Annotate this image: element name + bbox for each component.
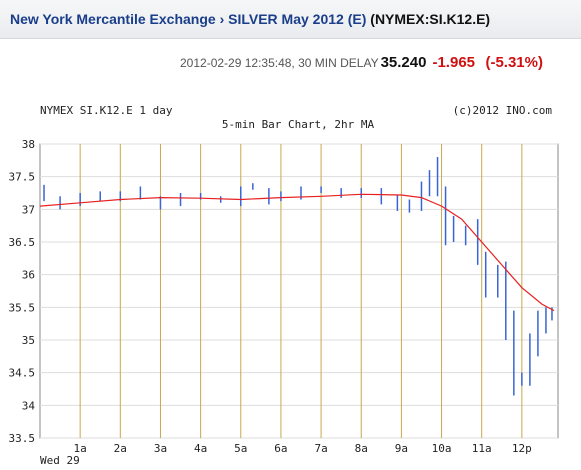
quote-timestamp: 2012-02-29 12:35:48, 30 MIN DELAY xyxy=(180,56,379,70)
y-tick-label: 37.5 xyxy=(9,171,36,184)
last-price: 35.240 xyxy=(380,54,427,71)
y-tick-label: 33.5 xyxy=(9,432,36,445)
y-tick-label: 38 xyxy=(22,138,35,151)
chart-title: 5-min Bar Chart, 2hr MA xyxy=(222,118,375,131)
chart-header-left: NYMEX SI.K12.E 1 day xyxy=(40,104,173,117)
y-tick-label: 35.5 xyxy=(9,301,36,314)
y-tick-label: 36.5 xyxy=(9,236,36,249)
moving-average-line xyxy=(39,193,555,312)
x-tick-label: 1a xyxy=(74,442,87,455)
breadcrumb: New York Mercantile Exchange › SILVER Ma… xyxy=(10,11,490,27)
x-tick-label: 2a xyxy=(114,442,127,455)
header-bar: New York Mercantile Exchange › SILVER Ma… xyxy=(0,0,581,39)
y-tick-label: 34.5 xyxy=(9,367,36,380)
contract-symbol: (NYMEX:SI.K12.E) xyxy=(370,11,491,27)
y-tick-label: 37 xyxy=(22,203,35,216)
breadcrumb-separator: › xyxy=(219,11,225,27)
x-tick-label: 12p xyxy=(512,442,532,455)
x-tick-label: 3a xyxy=(154,442,167,455)
date-label: Wed 29 xyxy=(40,454,80,467)
contract-link[interactable]: SILVER May 2012 (E) xyxy=(228,11,367,27)
exchange-link[interactable]: New York Mercantile Exchange xyxy=(10,11,216,27)
price-change-percent: (-5.31%) xyxy=(485,54,543,71)
x-tick-label: 11a xyxy=(472,442,492,455)
chart-copyright: (c)2012 INO.com xyxy=(453,104,553,117)
y-tick-label: 36 xyxy=(22,269,35,282)
plot-frame xyxy=(39,143,559,439)
x-tick-label: 6a xyxy=(274,442,287,455)
x-tick-label: 8a xyxy=(355,442,368,455)
price-change: -1.965 xyxy=(432,54,476,71)
y-tick-label: 34 xyxy=(22,399,36,412)
x-tick-label: 5a xyxy=(234,442,247,455)
x-tick-label: 7a xyxy=(314,442,327,455)
y-tick-label: 35 xyxy=(22,334,35,347)
x-tick-label: 4a xyxy=(194,442,207,455)
quote-line: 2012-02-29 12:35:48, 30 MIN DELAY 35.240-… xyxy=(180,54,543,72)
x-tick-label: 9a xyxy=(395,442,408,455)
x-tick-label: 10a xyxy=(432,442,452,455)
